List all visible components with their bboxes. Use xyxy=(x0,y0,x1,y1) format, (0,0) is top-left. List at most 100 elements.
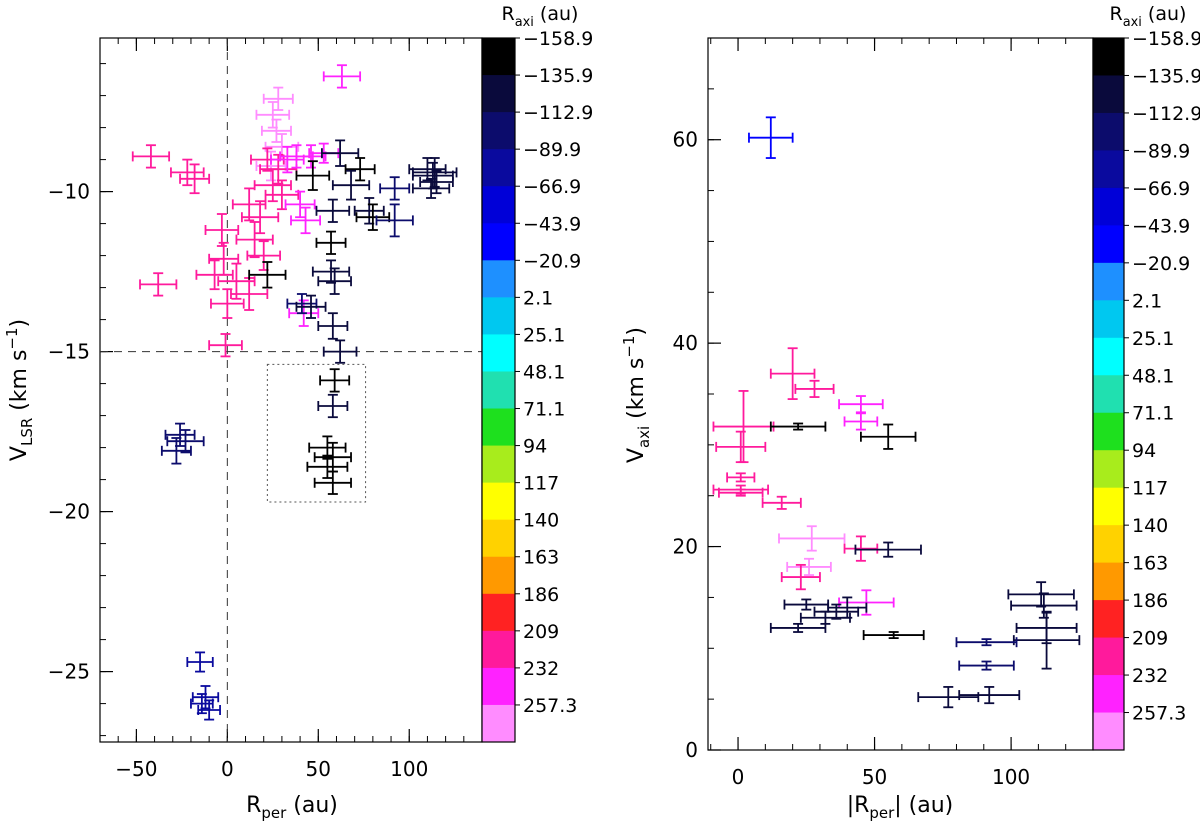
left-colorbar-segment xyxy=(482,149,515,187)
right-y-axis-title-part-2: (km s xyxy=(624,358,649,426)
right-colorbar-label: 71.1 xyxy=(1132,403,1174,425)
data-point xyxy=(186,651,214,673)
data-point xyxy=(794,379,835,398)
data-point xyxy=(315,198,351,223)
right-y-axis-title-part-4: ) xyxy=(624,327,649,336)
right-colorbar-label: −89.9 xyxy=(1132,140,1190,162)
data-point xyxy=(862,630,925,641)
right-colorbar-segment xyxy=(1093,38,1124,76)
data-point xyxy=(769,421,827,432)
right-colorbar-segment xyxy=(1093,262,1124,301)
right-colorbar-segment xyxy=(1093,112,1124,151)
left-x-axis-title-part-1: per xyxy=(261,804,287,822)
right-colorbar-segment xyxy=(1093,637,1124,676)
left-y-tick-label: −25 xyxy=(48,660,90,684)
data-point xyxy=(131,144,171,169)
right-x-tick-label: 100 xyxy=(992,765,1030,789)
right-colorbar-label: 140 xyxy=(1132,515,1168,537)
left-colorbar-segment xyxy=(482,630,515,669)
left-colorbar-label: 25.1 xyxy=(523,324,565,346)
data-point xyxy=(164,422,196,447)
right-colorbar-segment xyxy=(1093,412,1124,451)
right-y-axis-title-part-1: axi xyxy=(635,426,653,448)
left-x-axis-title-part-0: R xyxy=(246,793,261,818)
left-panel: −50 0 50 100 −10 −15 −20 −25 Rper (au) VLSR (km s… xyxy=(3,3,593,822)
right-colorbar-label: −43.9 xyxy=(1132,215,1190,237)
left-colorbar-label: 140 xyxy=(523,510,559,532)
left-colorbar-segment xyxy=(482,445,515,484)
data-point xyxy=(778,525,846,552)
data-point xyxy=(191,685,220,710)
data-point xyxy=(270,145,305,174)
left-y-axis-title-part-1: LSR xyxy=(18,418,36,446)
left-colorbar-label: −20.9 xyxy=(523,250,581,272)
right-colorbar-segment xyxy=(1093,487,1124,526)
right-x-axis-title-part-0: |R xyxy=(847,793,870,818)
left-colorbar-segment xyxy=(482,334,515,372)
right-colorbar-title-part-2: (au) xyxy=(1142,3,1187,25)
right-colorbar-segment xyxy=(1093,600,1124,639)
left-colorbar-segment xyxy=(482,75,515,113)
left-colorbar-label: −89.9 xyxy=(523,139,581,161)
right-colorbar-frame xyxy=(1092,37,1125,751)
right-colorbar-segment xyxy=(1093,375,1124,414)
right-colorbar-label: −112.9 xyxy=(1132,103,1200,125)
left-colorbar-label: 186 xyxy=(523,584,559,606)
data-point xyxy=(208,241,240,276)
right-colorbar-label: −66.9 xyxy=(1132,178,1190,200)
data-point xyxy=(838,395,884,414)
right-x-axis-title-part-2: | (au) xyxy=(894,793,953,818)
left-x-tick-label: −50 xyxy=(115,757,157,781)
data-point xyxy=(286,293,318,315)
data-point xyxy=(769,347,816,400)
data-point xyxy=(854,541,922,558)
data-point xyxy=(419,169,454,195)
data-point xyxy=(355,203,391,231)
left-x-tick-label: 50 xyxy=(306,757,331,781)
data-point xyxy=(179,163,211,195)
left-colorbar-segment xyxy=(482,704,515,743)
right-colorbar-segment xyxy=(1093,337,1124,376)
data-point xyxy=(290,206,322,235)
left-colorbar-segment xyxy=(482,408,515,447)
right-colorbar-segment xyxy=(1093,150,1124,189)
data-point xyxy=(769,622,827,633)
left-colorbar-segment xyxy=(482,593,515,632)
data-point xyxy=(1012,610,1081,670)
left-colorbar-segment xyxy=(482,371,515,410)
data-point xyxy=(321,139,360,167)
right-colorbar-label: 25.1 xyxy=(1132,328,1174,350)
left-colorbar-title-part-2: (au) xyxy=(534,3,579,25)
right-colorbar-segment xyxy=(1093,187,1124,226)
data-point xyxy=(780,563,821,591)
data-point xyxy=(313,470,352,495)
data-point xyxy=(295,294,327,319)
right-colorbar-segment xyxy=(1093,225,1124,264)
left-colorbar-label: −158.9 xyxy=(523,28,593,50)
data-point xyxy=(411,161,454,190)
right-y-tick-label: 20 xyxy=(673,535,698,559)
data-point xyxy=(958,686,1021,705)
data-point xyxy=(319,368,351,393)
right-plot-frame xyxy=(707,37,1094,751)
data-point xyxy=(160,437,192,465)
data-point xyxy=(317,393,349,419)
right-colorbar-label: −20.9 xyxy=(1132,253,1190,275)
left-colorbar-segment xyxy=(482,223,515,261)
data-point xyxy=(955,637,1018,648)
data-point xyxy=(379,176,411,201)
data-point xyxy=(958,660,1015,671)
data-point xyxy=(306,454,349,479)
right-colorbar-label: 163 xyxy=(1132,553,1168,575)
left-colorbar-segment xyxy=(482,519,515,558)
data-point xyxy=(195,259,234,291)
left-colorbar-title: Raxi (au) xyxy=(502,3,579,30)
left-colorbar-title-part-0: R xyxy=(502,3,515,25)
data-point xyxy=(761,495,802,510)
data-point xyxy=(166,429,205,454)
left-colorbar-segment xyxy=(482,186,515,224)
right-colorbar-title-part-0: R xyxy=(1110,3,1123,25)
left-x-tick-label: 100 xyxy=(390,757,428,781)
data-point xyxy=(843,412,879,431)
left-x-axis-title-part-2: (au) xyxy=(286,793,338,818)
